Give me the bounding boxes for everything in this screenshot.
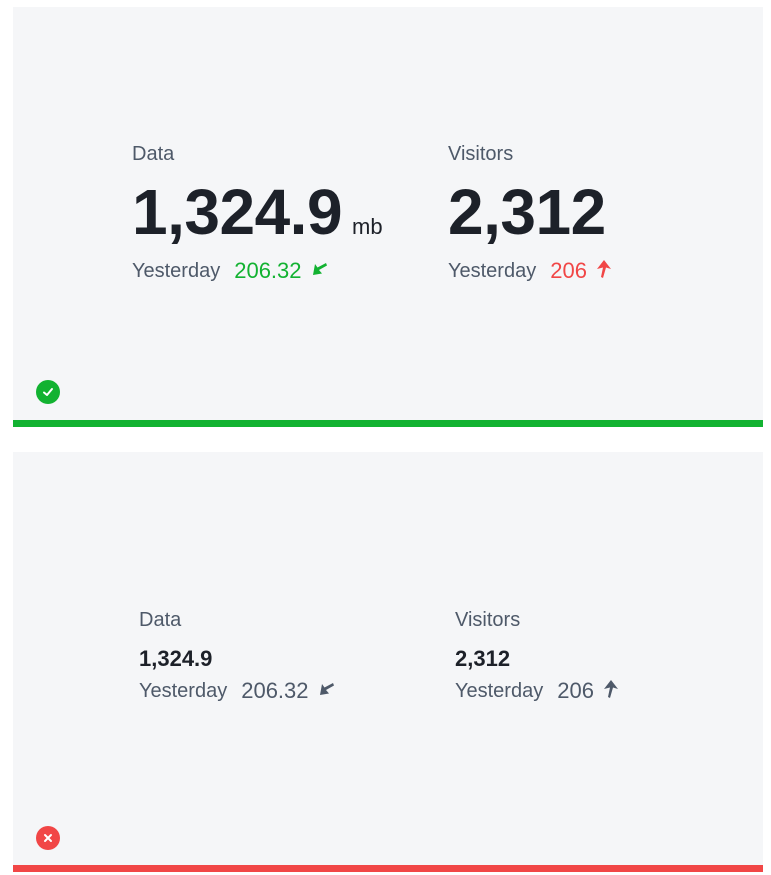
- visitors-statistic: Visitors 2,312 Yesterday 206: [448, 143, 611, 284]
- data-compare-value: 206.32: [241, 678, 309, 703]
- visitors-label: Visitors: [455, 609, 521, 631]
- visitors-value-row: 2,312: [448, 180, 611, 244]
- data-value: 1,324.9: [139, 646, 213, 671]
- visitors-compare-label: Yesterday: [448, 259, 537, 282]
- good-indicator-bar: [13, 420, 763, 427]
- data-value-row: 1,324.9: [139, 646, 335, 672]
- data-compare-label: Yesterday: [132, 259, 221, 282]
- arrow-up-icon: [603, 679, 618, 703]
- good-example-panel: Data 1,324.9 mb Yesterday 206.32 Visitors…: [13, 7, 763, 420]
- bad-example-panel: Data 1,324.9 Yesterday 206.32 Visitors 2…: [13, 452, 763, 865]
- data-compare-row: Yesterday 206.32: [139, 678, 335, 704]
- close-circle-icon: [36, 826, 60, 850]
- visitors-compare-value: 206: [557, 678, 594, 703]
- visitors-value: 2,312: [448, 176, 606, 248]
- bad-indicator-bar: [13, 865, 763, 872]
- data-compare-label: Yesterday: [139, 679, 228, 702]
- data-statistic: Data 1,324.9 mb Yesterday 206.32: [132, 143, 383, 284]
- visitors-value-row: 2,312: [455, 646, 618, 672]
- visitors-compare-value: 206: [550, 258, 587, 283]
- data-statistic: Data 1,324.9 Yesterday 206.32: [139, 609, 335, 704]
- data-compare-row: Yesterday 206.32: [132, 258, 383, 284]
- data-value: 1,324.9: [132, 176, 343, 248]
- visitors-compare-label: Yesterday: [455, 679, 544, 702]
- check-circle-icon: [36, 380, 60, 404]
- visitors-value: 2,312: [455, 646, 511, 671]
- arrow-down-left-icon: [312, 262, 328, 281]
- visitors-compare-row: Yesterday 206: [455, 678, 618, 704]
- data-value-row: 1,324.9 mb: [132, 180, 383, 244]
- visitors-label: Visitors: [448, 143, 514, 165]
- data-label: Data: [139, 609, 182, 631]
- arrow-up-icon: [596, 259, 611, 283]
- visitors-statistic: Visitors 2,312 Yesterday 206: [455, 609, 618, 704]
- visitors-compare-row: Yesterday 206: [448, 258, 611, 284]
- data-compare-value: 206.32: [234, 258, 302, 283]
- arrow-down-left-icon: [319, 682, 335, 701]
- data-unit: mb: [352, 214, 383, 239]
- data-label: Data: [132, 143, 175, 165]
